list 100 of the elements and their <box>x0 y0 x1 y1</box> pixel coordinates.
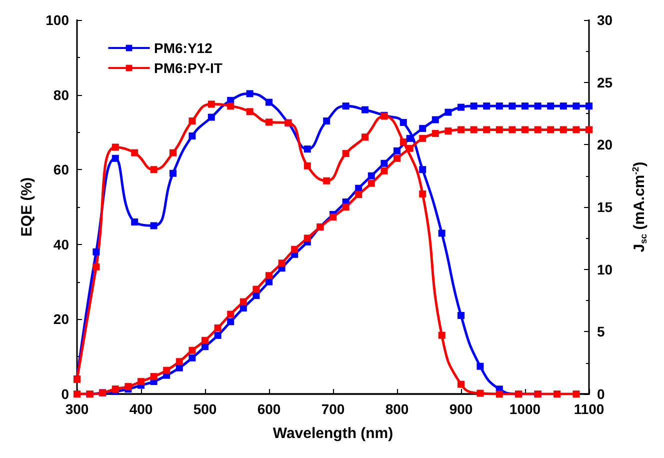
point <box>458 104 464 111</box>
point <box>522 126 528 134</box>
point <box>522 102 528 110</box>
point <box>150 373 158 380</box>
point <box>444 108 452 116</box>
point <box>362 134 368 141</box>
point <box>188 346 196 354</box>
point <box>368 180 375 187</box>
point <box>508 126 516 134</box>
point <box>400 138 407 146</box>
x-tick-label: 400 <box>129 401 153 417</box>
point <box>252 286 260 293</box>
point <box>170 149 176 156</box>
point <box>266 272 272 280</box>
x-tick-label: 300 <box>65 401 89 417</box>
point <box>227 102 234 110</box>
y2-tick-label: 0 <box>597 386 605 402</box>
point <box>214 332 222 339</box>
point <box>291 246 298 253</box>
point <box>432 116 439 124</box>
point <box>240 304 247 312</box>
point <box>380 167 388 174</box>
point <box>362 106 368 114</box>
point <box>266 98 272 106</box>
point <box>163 366 170 374</box>
point <box>214 324 222 332</box>
point <box>394 154 400 162</box>
point <box>496 102 503 110</box>
point <box>278 260 286 267</box>
y2-tick-label: 25 <box>597 74 613 90</box>
x-tick-label: 1100 <box>574 401 604 417</box>
point <box>547 102 554 110</box>
y-axis-title: EQE (%) <box>18 177 36 237</box>
point <box>483 102 490 110</box>
point <box>400 118 407 126</box>
point <box>124 383 132 390</box>
y2-tick-label: 20 <box>597 136 613 153</box>
point <box>572 126 580 134</box>
point <box>304 146 311 153</box>
point <box>266 118 272 126</box>
point <box>554 390 560 398</box>
x-tick-label: 500 <box>193 401 217 417</box>
point <box>476 390 484 397</box>
point <box>572 102 580 110</box>
point <box>112 144 119 151</box>
point <box>534 102 542 110</box>
point <box>138 378 144 386</box>
point <box>208 114 215 121</box>
point <box>150 166 158 174</box>
point <box>586 126 592 134</box>
y-tick-label: 80 <box>53 86 70 103</box>
point <box>438 332 446 339</box>
point <box>304 162 311 170</box>
point <box>458 312 464 319</box>
point <box>342 204 350 210</box>
point <box>458 380 464 388</box>
point <box>355 191 362 198</box>
point <box>323 117 330 124</box>
point <box>368 172 375 180</box>
point <box>470 126 478 134</box>
point <box>176 364 183 372</box>
x-tick-label: 800 <box>385 401 409 417</box>
point <box>246 90 254 98</box>
legend-label: PM6:PY-IT <box>154 60 223 76</box>
point <box>470 102 478 110</box>
point <box>342 150 350 158</box>
point <box>227 310 234 318</box>
point <box>560 126 567 134</box>
point <box>188 117 196 124</box>
point <box>330 213 336 220</box>
legend-label: PM6:Y12 <box>154 40 213 56</box>
point <box>170 170 176 177</box>
y-tick-label: 100 <box>46 12 70 28</box>
point <box>131 218 138 226</box>
point <box>92 248 100 256</box>
point <box>304 234 311 242</box>
x-tick-label: 900 <box>449 401 473 417</box>
y-tick-label: 60 <box>53 162 70 178</box>
point <box>444 127 452 134</box>
point <box>438 230 446 237</box>
point <box>342 102 350 110</box>
point <box>496 126 503 134</box>
y-tick-label: 20 <box>53 311 70 328</box>
point <box>150 222 158 230</box>
point <box>572 390 580 398</box>
point <box>534 126 542 134</box>
point <box>176 358 183 366</box>
point <box>476 362 484 370</box>
point <box>419 124 426 132</box>
x-axis-title: Wavelength (nm) <box>272 425 394 442</box>
y2-tick-label: 30 <box>597 12 613 28</box>
y2-tick-label: 5 <box>597 324 605 340</box>
x-tick-label: 600 <box>257 401 281 417</box>
point <box>419 190 426 198</box>
point <box>394 147 400 154</box>
y-tick-label: 0 <box>61 386 70 402</box>
x-tick-label: 700 <box>321 401 345 417</box>
point <box>419 134 426 142</box>
point <box>227 318 234 326</box>
point <box>246 108 254 116</box>
